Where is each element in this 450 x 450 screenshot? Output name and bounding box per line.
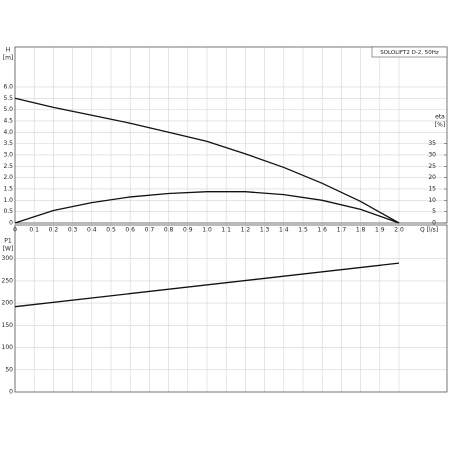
y-unit: [m] xyxy=(3,55,14,62)
y2-tick-label: 15 xyxy=(428,185,436,192)
y-unit: [W] xyxy=(3,246,14,253)
y2-tick-label: 35 xyxy=(428,140,436,147)
y-tick-label: 6.0 xyxy=(3,83,13,90)
y2-tick-label: 20 xyxy=(428,174,436,181)
y-tick-label: 250 xyxy=(2,277,14,284)
y-label: P1 xyxy=(4,238,12,245)
y-tick-label: 100 xyxy=(2,344,14,351)
y-tick-label: 5.5 xyxy=(3,95,13,102)
curve xyxy=(14,97,400,224)
y-tick-label: 5.0 xyxy=(3,106,13,113)
y-tick-label: 4.5 xyxy=(3,117,13,124)
y2-tick-label: 30 xyxy=(428,151,436,158)
curve xyxy=(14,191,400,224)
y-tick-label: 0 xyxy=(9,389,13,396)
annotation-box xyxy=(371,46,448,58)
y-tick-label: 1.5 xyxy=(3,185,13,192)
y-tick-label: 2.0 xyxy=(3,174,13,181)
y-tick-label: 0 xyxy=(9,220,13,227)
x-label: Q [l/s] xyxy=(420,227,438,234)
annotation: SOLOLIFT2 D-2, 50Hz xyxy=(380,50,439,56)
plot-frame xyxy=(14,224,448,393)
y-tick-label: 2.5 xyxy=(3,163,13,170)
y-label: H xyxy=(6,47,11,54)
y2-tick-label: 25 xyxy=(428,163,436,170)
y-tick-label: 200 xyxy=(2,300,14,307)
y2-unit: [%] xyxy=(435,122,445,129)
y-tick-label: 1.0 xyxy=(3,197,13,204)
curve xyxy=(14,262,400,308)
y-tick-label: 3.5 xyxy=(3,140,13,147)
y2-tick-label: 10 xyxy=(428,197,436,204)
plot-frame xyxy=(14,46,448,224)
y2-tick-label: 5 xyxy=(432,208,436,215)
y-tick-label: 3.0 xyxy=(3,151,13,158)
y2-label: eta xyxy=(435,114,445,121)
y-tick-label: 150 xyxy=(2,322,14,329)
y-tick-label: 300 xyxy=(2,255,14,262)
y-tick-label: 4.0 xyxy=(3,129,13,136)
y-tick-label: 50 xyxy=(5,366,13,373)
y-tick-label: 0.5 xyxy=(3,208,13,215)
